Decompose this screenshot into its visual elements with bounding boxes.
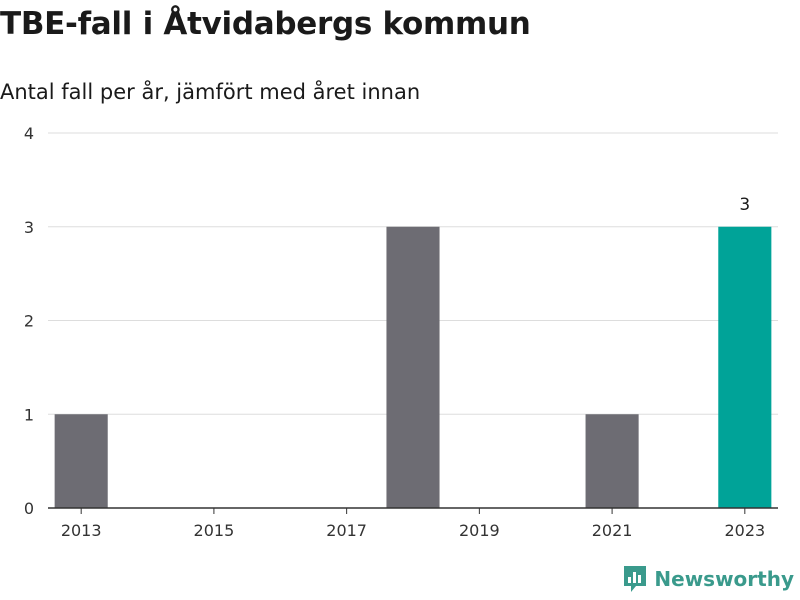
chart-title: TBE-fall i Åtvidabergs kommun xyxy=(0,6,531,42)
x-tick-label-2015: 2015 xyxy=(194,521,235,540)
y-tick-label-2: 2 xyxy=(24,312,34,331)
x-tick-label-2017: 2017 xyxy=(326,521,367,540)
x-tick-label-2019: 2019 xyxy=(459,521,500,540)
bar-2013 xyxy=(54,414,108,508)
bars xyxy=(54,226,772,508)
bar-2018 xyxy=(386,226,440,508)
brand-name: Newsworthy xyxy=(654,567,794,591)
newsworthy-logo-icon xyxy=(624,566,647,592)
x-tick-label-2023: 2023 xyxy=(724,521,765,540)
x-axis-ticks: 2013 2015 2017 2019 2021 2023 xyxy=(61,508,765,540)
bar-2021 xyxy=(585,414,639,508)
y-tick-label-3: 3 xyxy=(24,218,34,237)
brand-logo: Newsworthy xyxy=(622,564,794,594)
data-label-2023: 3 xyxy=(739,195,750,215)
y-axis-ticks: 0 1 2 3 4 xyxy=(24,124,34,518)
data-labels: 3 xyxy=(739,195,750,215)
bar-2023 xyxy=(718,226,772,508)
chart-subtitle: Antal fall per år, jämfört med året inna… xyxy=(0,80,421,104)
y-tick-label-0: 0 xyxy=(24,499,34,518)
y-tick-label-4: 4 xyxy=(24,124,34,143)
x-tick-label-2013: 2013 xyxy=(61,521,102,540)
x-tick-label-2021: 2021 xyxy=(592,521,633,540)
y-tick-label-1: 1 xyxy=(24,405,34,424)
